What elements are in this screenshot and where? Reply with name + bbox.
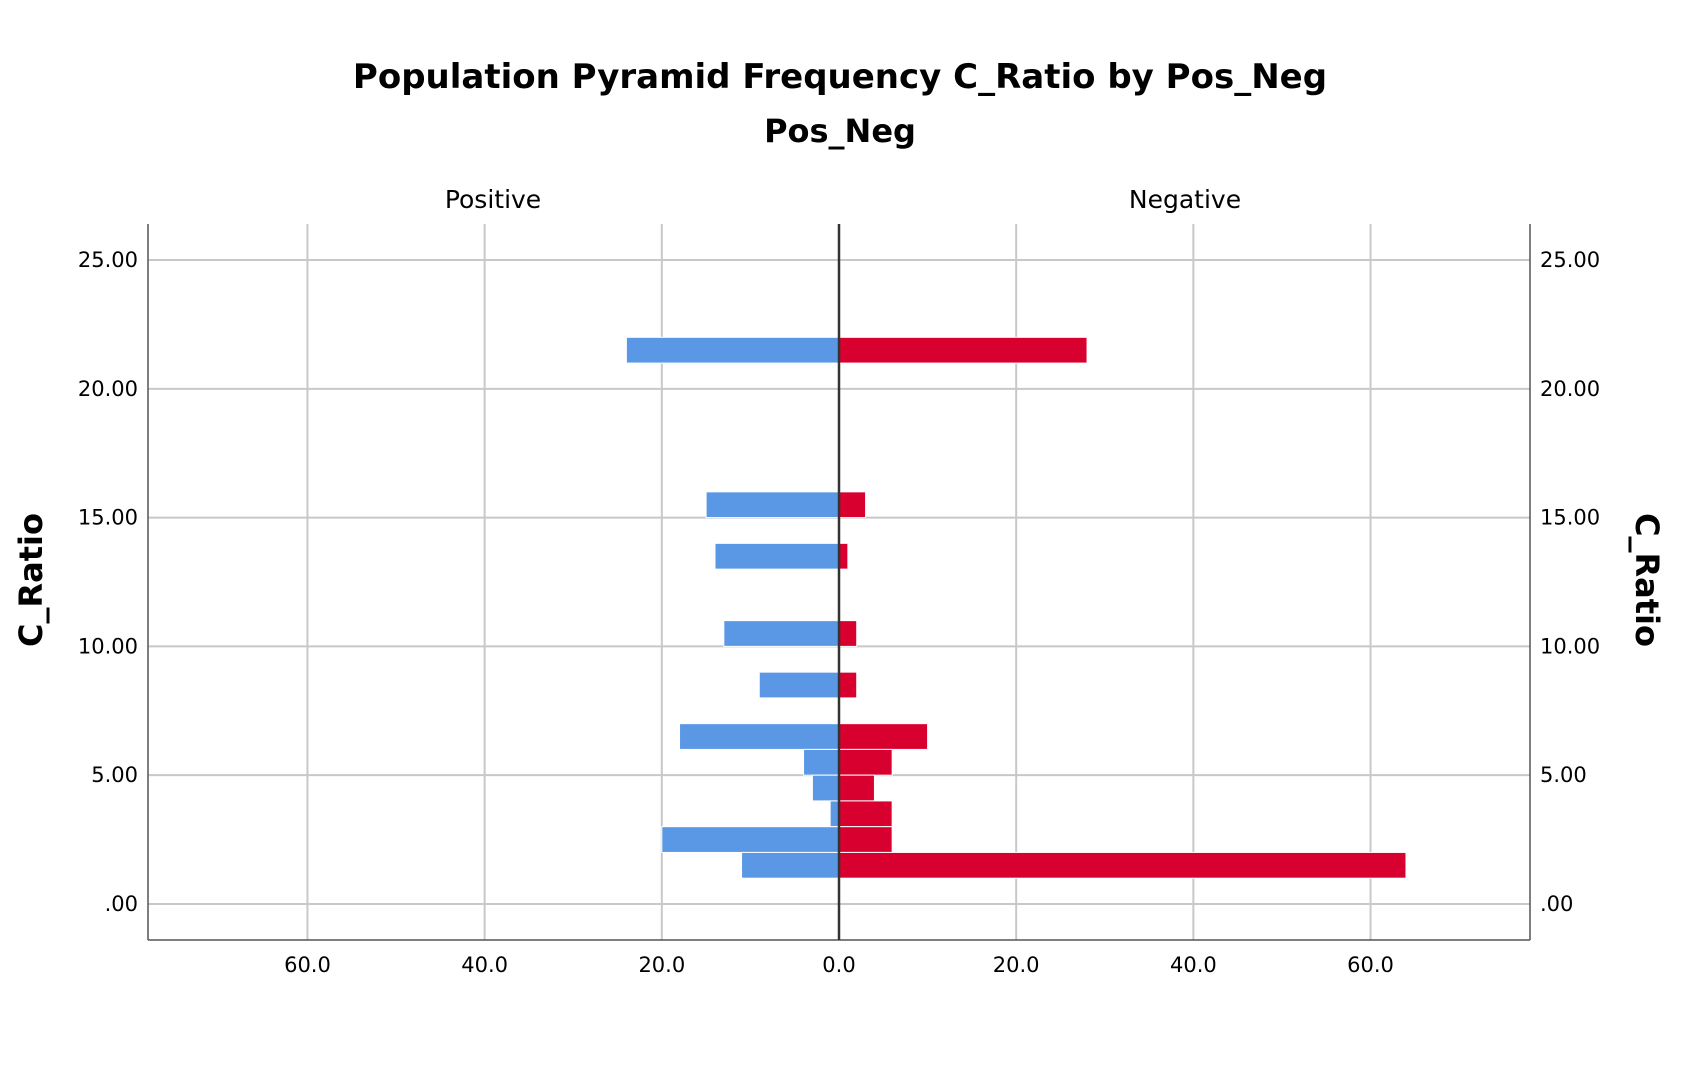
x-tick-right-1: 20.0 [993,953,1040,977]
bar-positive-10 [741,851,840,879]
x-tick-left-0: 60.0 [284,953,331,977]
axes-layer: .00 .00 5.00 5.00 10.00 10.00 15.00 15.00 20.00 2… [78,224,1600,977]
bar-negative-3 [838,620,858,647]
y-tick-right-1: 5.00 [1540,763,1587,787]
y-tick-left-4: 20.00 [78,377,138,401]
bar-negative-7 [838,774,875,802]
bar-negative-1 [838,491,867,519]
bar-positive-0 [625,336,840,364]
bar-positive-5 [679,723,840,750]
panel-variable-title: Pos_Neg [764,112,916,150]
bar-negative-9 [838,826,893,853]
bar-negative-2 [838,542,849,570]
x-tick-right-3: 60.0 [1347,953,1394,977]
y-tick-right-4: 20.00 [1540,377,1600,401]
bar-negative-5 [838,723,929,750]
y-tick-right-0: .00 [1540,892,1573,916]
bar-negative-10 [838,851,1407,879]
chart-title: Population Pyramid Frequency C_Ratio by … [353,57,1327,97]
panel-label-negative: Negative [1129,185,1241,214]
y-tick-left-1: 5.00 [91,763,138,787]
y-tick-right-5: 25.00 [1540,248,1600,272]
bar-negative-8 [838,800,893,828]
x-tick-left-2: 20.0 [638,953,685,977]
y-tick-right-3: 15.00 [1540,506,1600,530]
x-tick-right-2: 40.0 [1170,953,1217,977]
bar-positive-8 [829,800,840,828]
bar-negative-0 [838,336,1088,364]
bar-positive-9 [661,826,840,853]
y-tick-left-0: .00 [105,892,138,916]
bar-negative-4 [838,671,858,699]
x-tick-right-0: 0.0 [822,953,855,977]
bar-negative-6 [838,748,893,776]
y-tick-left-2: 10.00 [78,634,138,658]
bar-positive-2 [714,542,840,570]
y-tick-left-5: 25.00 [78,248,138,272]
bars-layer [625,336,1407,879]
y-axis-title-right: C_Ratio [1628,513,1666,647]
y-tick-left-3: 15.00 [78,506,138,530]
bar-positive-6 [803,748,840,776]
y-axis-title-left: C_Ratio [12,513,50,647]
bar-positive-3 [723,620,840,647]
bar-positive-4 [758,671,840,699]
bar-positive-7 [811,774,840,802]
y-tick-right-2: 10.00 [1540,634,1600,658]
bar-positive-1 [705,491,840,519]
panel-label-positive: Positive [445,185,541,214]
x-tick-left-1: 40.0 [461,953,508,977]
